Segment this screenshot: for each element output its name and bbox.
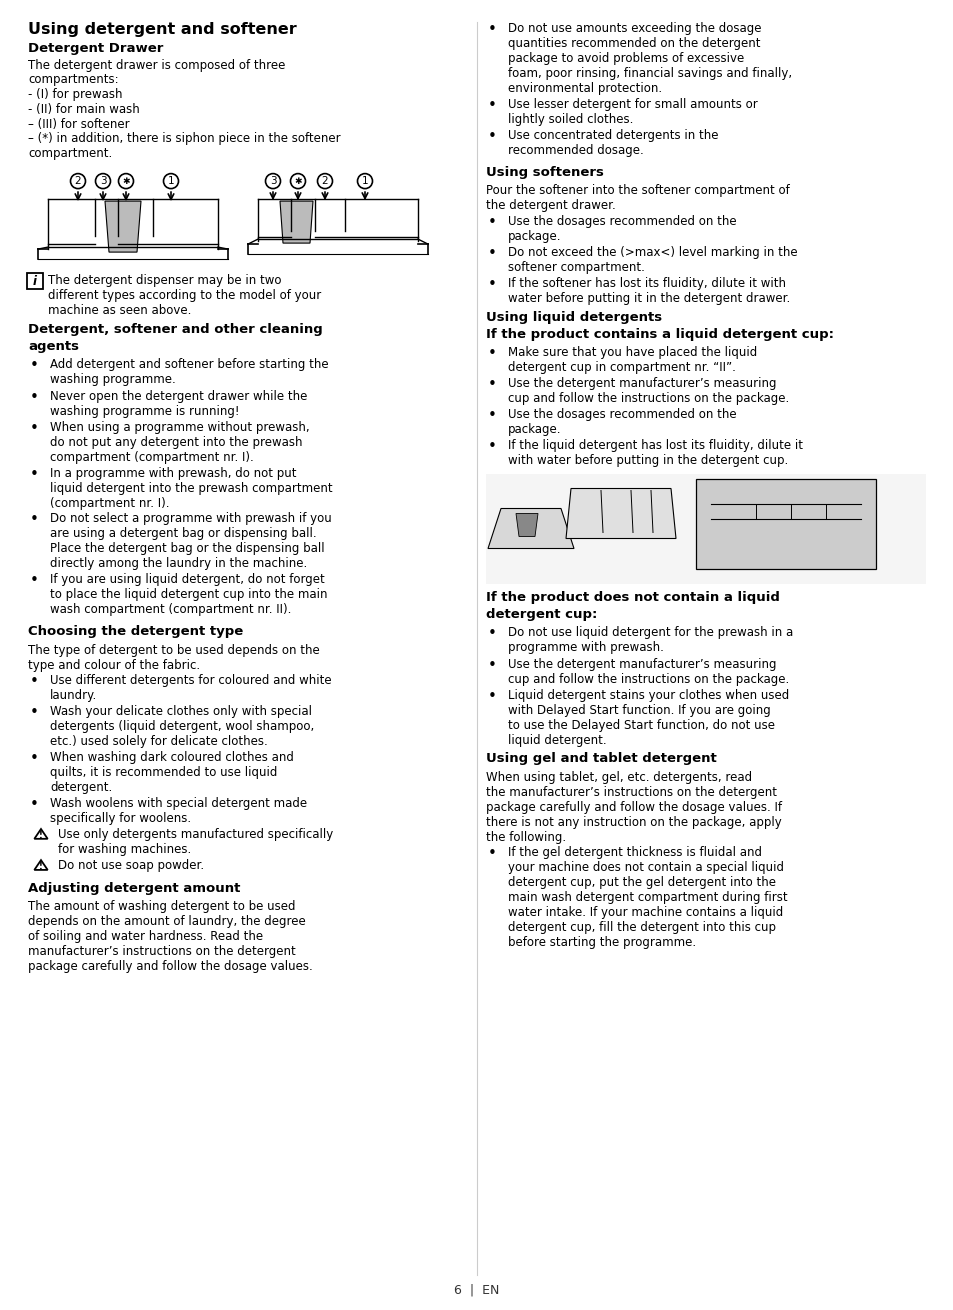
- Text: •: •: [487, 97, 496, 113]
- Text: - (II) for main wash: - (II) for main wash: [28, 103, 139, 115]
- Text: •: •: [487, 377, 496, 392]
- Text: Use only detergents manufactured specifically
for washing machines.: Use only detergents manufactured specifi…: [58, 828, 333, 857]
- Text: If the softener has lost its fluidity, dilute it with
water before putting it in: If the softener has lost its fluidity, d…: [507, 276, 789, 305]
- Text: •: •: [487, 128, 496, 144]
- Text: !: !: [39, 862, 43, 871]
- Text: •: •: [487, 689, 496, 703]
- Text: •: •: [30, 751, 38, 766]
- Text: •: •: [487, 346, 496, 362]
- Text: 1: 1: [168, 176, 174, 186]
- Text: Make sure that you have placed the liquid
detergent cup in compartment nr. “II”.: Make sure that you have placed the liqui…: [507, 346, 757, 375]
- Polygon shape: [565, 489, 676, 538]
- Text: •: •: [30, 512, 38, 528]
- Text: •: •: [30, 574, 38, 588]
- Text: •: •: [30, 466, 38, 482]
- Text: Detergent Drawer: Detergent Drawer: [28, 42, 163, 55]
- Text: compartments:: compartments:: [28, 73, 118, 86]
- Text: Using liquid detergents: Using liquid detergents: [485, 310, 661, 324]
- Text: •: •: [30, 796, 38, 812]
- Text: !: !: [39, 832, 43, 840]
- Text: If you are using liquid detergent, do not forget
to place the liquid detergent c: If you are using liquid detergent, do no…: [50, 574, 327, 616]
- Text: If the liquid detergent has lost its fluidity, dilute it
with water before putti: If the liquid detergent has lost its flu…: [507, 439, 802, 468]
- Text: ✱: ✱: [294, 177, 301, 186]
- Text: Wash woolens with special detergent made
specifically for woolens.: Wash woolens with special detergent made…: [50, 796, 307, 825]
- Text: detergent cup:: detergent cup:: [485, 608, 597, 621]
- Text: •: •: [487, 22, 496, 37]
- Text: Using gel and tablet detergent: Using gel and tablet detergent: [485, 752, 716, 765]
- Text: •: •: [30, 421, 38, 436]
- Text: When using tablet, gel, etc. detergents, read
the manufacturer’s instructions on: When using tablet, gel, etc. detergents,…: [485, 770, 781, 844]
- Text: Use the detergent manufacturer’s measuring
cup and follow the instructions on th: Use the detergent manufacturer’s measuri…: [507, 658, 788, 685]
- Text: Do not use soap powder.: Do not use soap powder.: [58, 859, 204, 872]
- Text: •: •: [487, 215, 496, 229]
- Text: If the gel detergent thickness is fluidal and
your machine does not contain a sp: If the gel detergent thickness is fluida…: [507, 846, 787, 950]
- Text: If the product does not contain a liquid: If the product does not contain a liquid: [485, 592, 779, 604]
- FancyBboxPatch shape: [696, 478, 875, 569]
- Text: •: •: [487, 626, 496, 642]
- Text: •: •: [30, 389, 38, 405]
- Text: If the product contains a liquid detergent cup:: If the product contains a liquid deterge…: [485, 328, 833, 341]
- Text: When using a programme without prewash,
do not put any detergent into the prewas: When using a programme without prewash, …: [50, 421, 310, 464]
- Text: Add detergent and softener before starting the
washing programme.: Add detergent and softener before starti…: [50, 359, 328, 386]
- Text: Use the detergent manufacturer’s measuring
cup and follow the instructions on th: Use the detergent manufacturer’s measuri…: [507, 377, 788, 405]
- Text: Pour the softener into the softener compartment of
the detergent drawer.: Pour the softener into the softener comp…: [485, 185, 789, 212]
- Text: •: •: [30, 359, 38, 373]
- Text: Do not use liquid detergent for the prewash in a
programme with prewash.: Do not use liquid detergent for the prew…: [507, 626, 792, 655]
- Text: •: •: [487, 439, 496, 455]
- Text: When washing dark coloured clothes and
quilts, it is recommended to use liquid
d: When washing dark coloured clothes and q…: [50, 751, 294, 794]
- Text: Using softeners: Using softeners: [485, 165, 603, 178]
- Text: The type of detergent to be used depends on the
type and colour of the fabric.: The type of detergent to be used depends…: [28, 643, 319, 672]
- Text: Do not select a programme with prewash if you
are using a detergent bag or dispe: Do not select a programme with prewash i…: [50, 512, 332, 570]
- Text: •: •: [487, 658, 496, 672]
- Text: 1: 1: [361, 176, 368, 186]
- Text: compartment.: compartment.: [28, 147, 112, 160]
- Text: Use the dosages recommended on the
package.: Use the dosages recommended on the packa…: [507, 409, 736, 436]
- Text: - (I) for prewash: - (I) for prewash: [28, 88, 122, 101]
- Text: 2: 2: [321, 176, 328, 186]
- Text: Use lesser detergent for small amounts or
lightly soiled clothes.: Use lesser detergent for small amounts o…: [507, 97, 757, 126]
- Text: Do not exceed the (>max<) level marking in the
softener compartment.: Do not exceed the (>max<) level marking …: [507, 246, 797, 274]
- Polygon shape: [280, 202, 313, 244]
- Text: Wash your delicate clothes only with special
detergents (liquid detergent, wool : Wash your delicate clothes only with spe…: [50, 705, 314, 748]
- FancyBboxPatch shape: [485, 473, 925, 583]
- Text: The amount of washing detergent to be used
depends on the amount of laundry, the: The amount of washing detergent to be us…: [28, 900, 313, 973]
- Text: i: i: [33, 275, 37, 288]
- Text: Do not use amounts exceeding the dosage
quantities recommended on the detergent
: Do not use amounts exceeding the dosage …: [507, 22, 791, 96]
- Text: The detergent drawer is composed of three: The detergent drawer is composed of thre…: [28, 59, 285, 72]
- Text: •: •: [487, 246, 496, 261]
- Text: Liquid detergent stains your clothes when used
with Delayed Start function. If y: Liquid detergent stains your clothes whe…: [507, 689, 788, 747]
- Text: – (III) for softener: – (III) for softener: [28, 118, 130, 131]
- Text: •: •: [30, 675, 38, 689]
- Text: Adjusting detergent amount: Adjusting detergent amount: [28, 882, 240, 895]
- Text: Detergent, softener and other cleaning: Detergent, softener and other cleaning: [28, 324, 322, 337]
- FancyBboxPatch shape: [27, 272, 43, 290]
- Text: 6  |  EN: 6 | EN: [454, 1282, 499, 1296]
- Text: Using detergent and softener: Using detergent and softener: [28, 22, 296, 37]
- Polygon shape: [488, 508, 574, 549]
- Text: •: •: [487, 846, 496, 862]
- Text: The detergent dispenser may be in two
different types according to the model of : The detergent dispenser may be in two di…: [48, 274, 321, 317]
- Text: •: •: [487, 409, 496, 423]
- Text: 3: 3: [270, 176, 276, 186]
- Polygon shape: [516, 514, 537, 537]
- Text: Never open the detergent drawer while the
washing programme is running!: Never open the detergent drawer while th…: [50, 389, 307, 418]
- Text: ✱: ✱: [122, 177, 130, 186]
- Text: 2: 2: [74, 176, 81, 186]
- Text: •: •: [487, 276, 496, 292]
- Text: 3: 3: [99, 176, 106, 186]
- Text: Use different detergents for coloured and white
laundry.: Use different detergents for coloured an…: [50, 675, 332, 702]
- Text: Choosing the detergent type: Choosing the detergent type: [28, 625, 243, 638]
- Polygon shape: [105, 202, 141, 252]
- Text: •: •: [30, 705, 38, 721]
- Text: In a programme with prewash, do not put
liquid detergent into the prewash compar: In a programme with prewash, do not put …: [50, 466, 333, 510]
- Text: agents: agents: [28, 341, 79, 352]
- Text: Use concentrated detergents in the
recommended dosage.: Use concentrated detergents in the recom…: [507, 128, 718, 157]
- Text: – (*) in addition, there is siphon piece in the softener: – (*) in addition, there is siphon piece…: [28, 132, 340, 145]
- Text: Use the dosages recommended on the
package.: Use the dosages recommended on the packa…: [507, 215, 736, 242]
